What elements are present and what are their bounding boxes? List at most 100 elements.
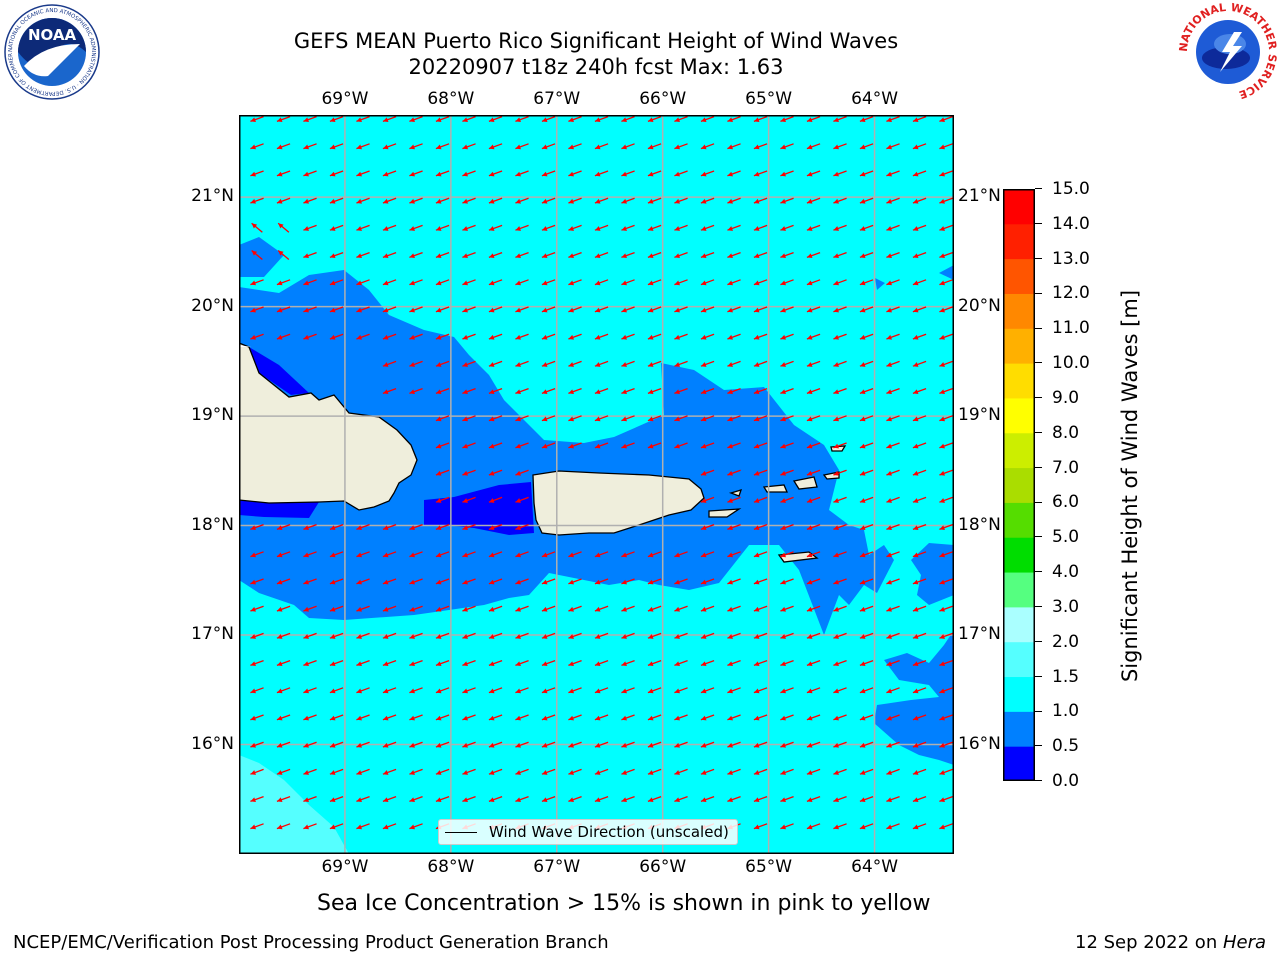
wind-wave-arrow — [780, 279, 794, 286]
wind-wave-arrow — [727, 306, 741, 313]
wind-wave-arrow — [700, 251, 715, 259]
wind-wave-arrow — [462, 496, 476, 503]
wind-wave-arrow — [488, 578, 503, 585]
wind-wave-arrow — [780, 768, 794, 775]
wind-wave-arrow — [753, 360, 768, 367]
wind-wave-arrow — [939, 469, 953, 476]
colorbar-swatch — [1003, 397, 1035, 434]
wind-wave-arrow — [780, 632, 794, 639]
wind-wave-arrow — [939, 333, 953, 340]
wind-wave-arrow — [303, 605, 317, 612]
wind-wave-arrow — [780, 170, 794, 177]
wind-wave-arrow — [329, 605, 344, 612]
wind-wave-arrow — [859, 496, 874, 503]
wind-wave-arrow — [939, 496, 953, 503]
wind-wave-arrow — [276, 143, 291, 150]
wind-wave-arrow — [674, 795, 688, 803]
colorbar-tick-label: 4.0 — [1052, 562, 1080, 583]
wind-wave-arrow — [727, 741, 741, 748]
wind-wave-arrow — [594, 170, 609, 177]
colorbar-swatch — [1003, 363, 1035, 399]
wind-wave-arrow — [727, 578, 741, 585]
wind-wave-arrow — [753, 741, 768, 748]
wind-wave-arrow — [515, 687, 529, 694]
wind-wave-arrow — [356, 143, 370, 150]
wind-wave-arrow — [462, 578, 476, 585]
wind-wave-arrow — [488, 333, 503, 340]
wind-wave-arrow — [886, 714, 900, 721]
wind-wave-arrow — [409, 224, 423, 231]
wind-wave-arrow — [700, 333, 715, 340]
wind-wave-arrow — [356, 578, 370, 585]
colorbar-tick-label: 8.0 — [1052, 422, 1080, 443]
wind-wave-arrow — [488, 170, 503, 177]
wind-wave-arrow — [647, 442, 662, 449]
wind-wave-arrow — [674, 605, 688, 612]
wind-wave-arrow — [621, 415, 635, 422]
wind-wave-arrow — [886, 469, 900, 476]
wind-wave-arrow — [435, 714, 450, 721]
wind-wave-arrow — [886, 551, 900, 558]
wind-wave-arrow — [435, 415, 450, 422]
wind-wave-arrow — [356, 306, 370, 313]
wind-wave-arrow — [780, 659, 794, 667]
wind-wave-arrow — [541, 251, 556, 259]
wind-wave-arrow — [806, 415, 821, 422]
wind-wave-arrow — [594, 551, 609, 558]
wind-wave-arrow — [435, 795, 450, 803]
wind-wave-arrow — [912, 687, 927, 694]
wind-wave-arrow — [727, 279, 741, 286]
wind-wave-arrow — [250, 279, 264, 286]
wind-wave-arrow — [859, 224, 874, 231]
wind-wave-arrow — [647, 551, 662, 558]
wind-wave-arrow — [594, 605, 609, 612]
wind-wave-arrow — [488, 768, 503, 775]
wind-wave-arrow — [886, 224, 900, 231]
colorbar-tick-label: 10.0 — [1052, 353, 1090, 374]
wind-wave-arrow — [276, 551, 291, 558]
wind-wave-arrow — [462, 795, 476, 803]
wind-wave-arrow — [727, 523, 741, 531]
wind-wave-arrow — [462, 632, 476, 639]
wind-wave-arrow — [276, 306, 291, 313]
wind-wave-arrow — [621, 442, 635, 449]
wind-wave-arrow — [859, 333, 874, 340]
wind-wave-arrow — [462, 306, 476, 313]
wind-wave-arrow — [541, 333, 556, 340]
wind-wave-arrow — [912, 224, 927, 231]
wind-wave-arrow — [568, 795, 582, 803]
wind-wave-arrow — [303, 714, 317, 721]
colorbar-tick-mark — [1035, 292, 1042, 294]
wind-wave-arrow — [621, 333, 635, 340]
colorbar-tick-mark — [1035, 606, 1042, 608]
wind-wave-arrow — [594, 795, 609, 803]
wind-wave-arrow — [250, 823, 264, 830]
wind-wave-arrow — [462, 605, 476, 612]
wind-wave-arrow — [939, 360, 953, 367]
wind-wave-arrow — [621, 578, 635, 585]
wind-wave-arrow — [462, 659, 476, 667]
wind-wave-arrow — [382, 741, 397, 748]
wind-wave-arrow — [806, 823, 821, 830]
wind-wave-arrow — [886, 768, 900, 775]
wind-wave-arrow — [886, 795, 900, 803]
wind-wave-arrow — [356, 659, 370, 667]
wind-wave-arrow — [409, 523, 423, 531]
wind-wave-arrow — [647, 115, 662, 123]
wind-wave-arrow — [276, 823, 291, 830]
colorbar-label: Significant Height of Wind Waves [m] — [1118, 289, 1142, 683]
wind-wave-arrow — [912, 469, 927, 476]
wind-wave-arrow — [674, 333, 688, 340]
wind-wave-arrow — [541, 224, 556, 231]
wind-wave-arrow — [700, 605, 715, 612]
wind-wave-arrow — [515, 768, 529, 775]
wind-wave-arrow — [462, 415, 476, 422]
wind-wave-arrow — [303, 170, 317, 177]
wind-wave-arrow — [780, 551, 794, 558]
wind-wave-arrow — [568, 714, 582, 721]
wind-wave-arrow — [435, 306, 450, 313]
wind-wave-arrow — [647, 170, 662, 177]
wind-wave-arrow — [409, 360, 423, 367]
wind-wave-arrow — [621, 170, 635, 177]
wind-wave-arrow — [488, 659, 503, 667]
